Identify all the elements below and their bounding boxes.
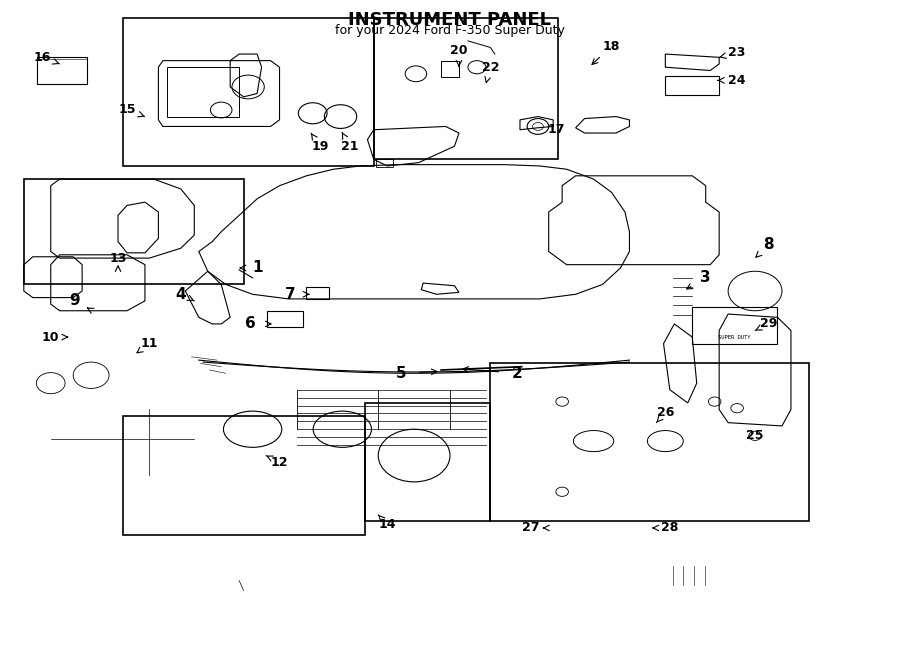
Text: 26: 26 <box>657 407 674 419</box>
Text: INSTRUMENT PANEL: INSTRUMENT PANEL <box>348 11 552 29</box>
Text: 25: 25 <box>746 429 764 442</box>
Text: 16: 16 <box>34 51 51 64</box>
Text: 6: 6 <box>245 317 256 331</box>
Bar <box>692 307 778 344</box>
Text: 12: 12 <box>271 455 288 469</box>
Text: 28: 28 <box>662 522 679 535</box>
Text: SUPER DUTY: SUPER DUTY <box>718 334 751 340</box>
Text: for your 2024 Ford F-350 Super Duty: for your 2024 Ford F-350 Super Duty <box>335 24 565 38</box>
Text: 2: 2 <box>512 366 523 381</box>
Bar <box>441 61 459 77</box>
Text: 7: 7 <box>285 287 295 302</box>
Text: 9: 9 <box>69 293 80 309</box>
Bar <box>306 287 328 299</box>
Text: 13: 13 <box>109 252 127 264</box>
Text: 19: 19 <box>311 139 328 153</box>
Text: 15: 15 <box>118 104 136 116</box>
Bar <box>37 58 86 84</box>
Text: 14: 14 <box>378 518 396 531</box>
Text: 4: 4 <box>176 287 186 302</box>
Text: 20: 20 <box>450 44 468 58</box>
Text: 23: 23 <box>728 46 746 59</box>
Text: 27: 27 <box>522 522 539 535</box>
Text: 21: 21 <box>341 139 358 153</box>
Bar <box>167 67 239 116</box>
Text: 24: 24 <box>728 74 746 87</box>
Text: 11: 11 <box>140 337 158 350</box>
Text: 8: 8 <box>763 237 774 253</box>
Text: 1: 1 <box>252 260 262 276</box>
Text: 10: 10 <box>42 330 59 344</box>
Bar <box>376 159 392 167</box>
Text: 18: 18 <box>603 40 620 53</box>
Bar <box>267 311 303 327</box>
Text: 5: 5 <box>395 366 406 381</box>
Bar <box>665 77 719 95</box>
Text: 17: 17 <box>547 123 564 136</box>
Text: 22: 22 <box>482 61 500 74</box>
Text: 29: 29 <box>760 317 778 330</box>
Text: 3: 3 <box>700 270 711 286</box>
